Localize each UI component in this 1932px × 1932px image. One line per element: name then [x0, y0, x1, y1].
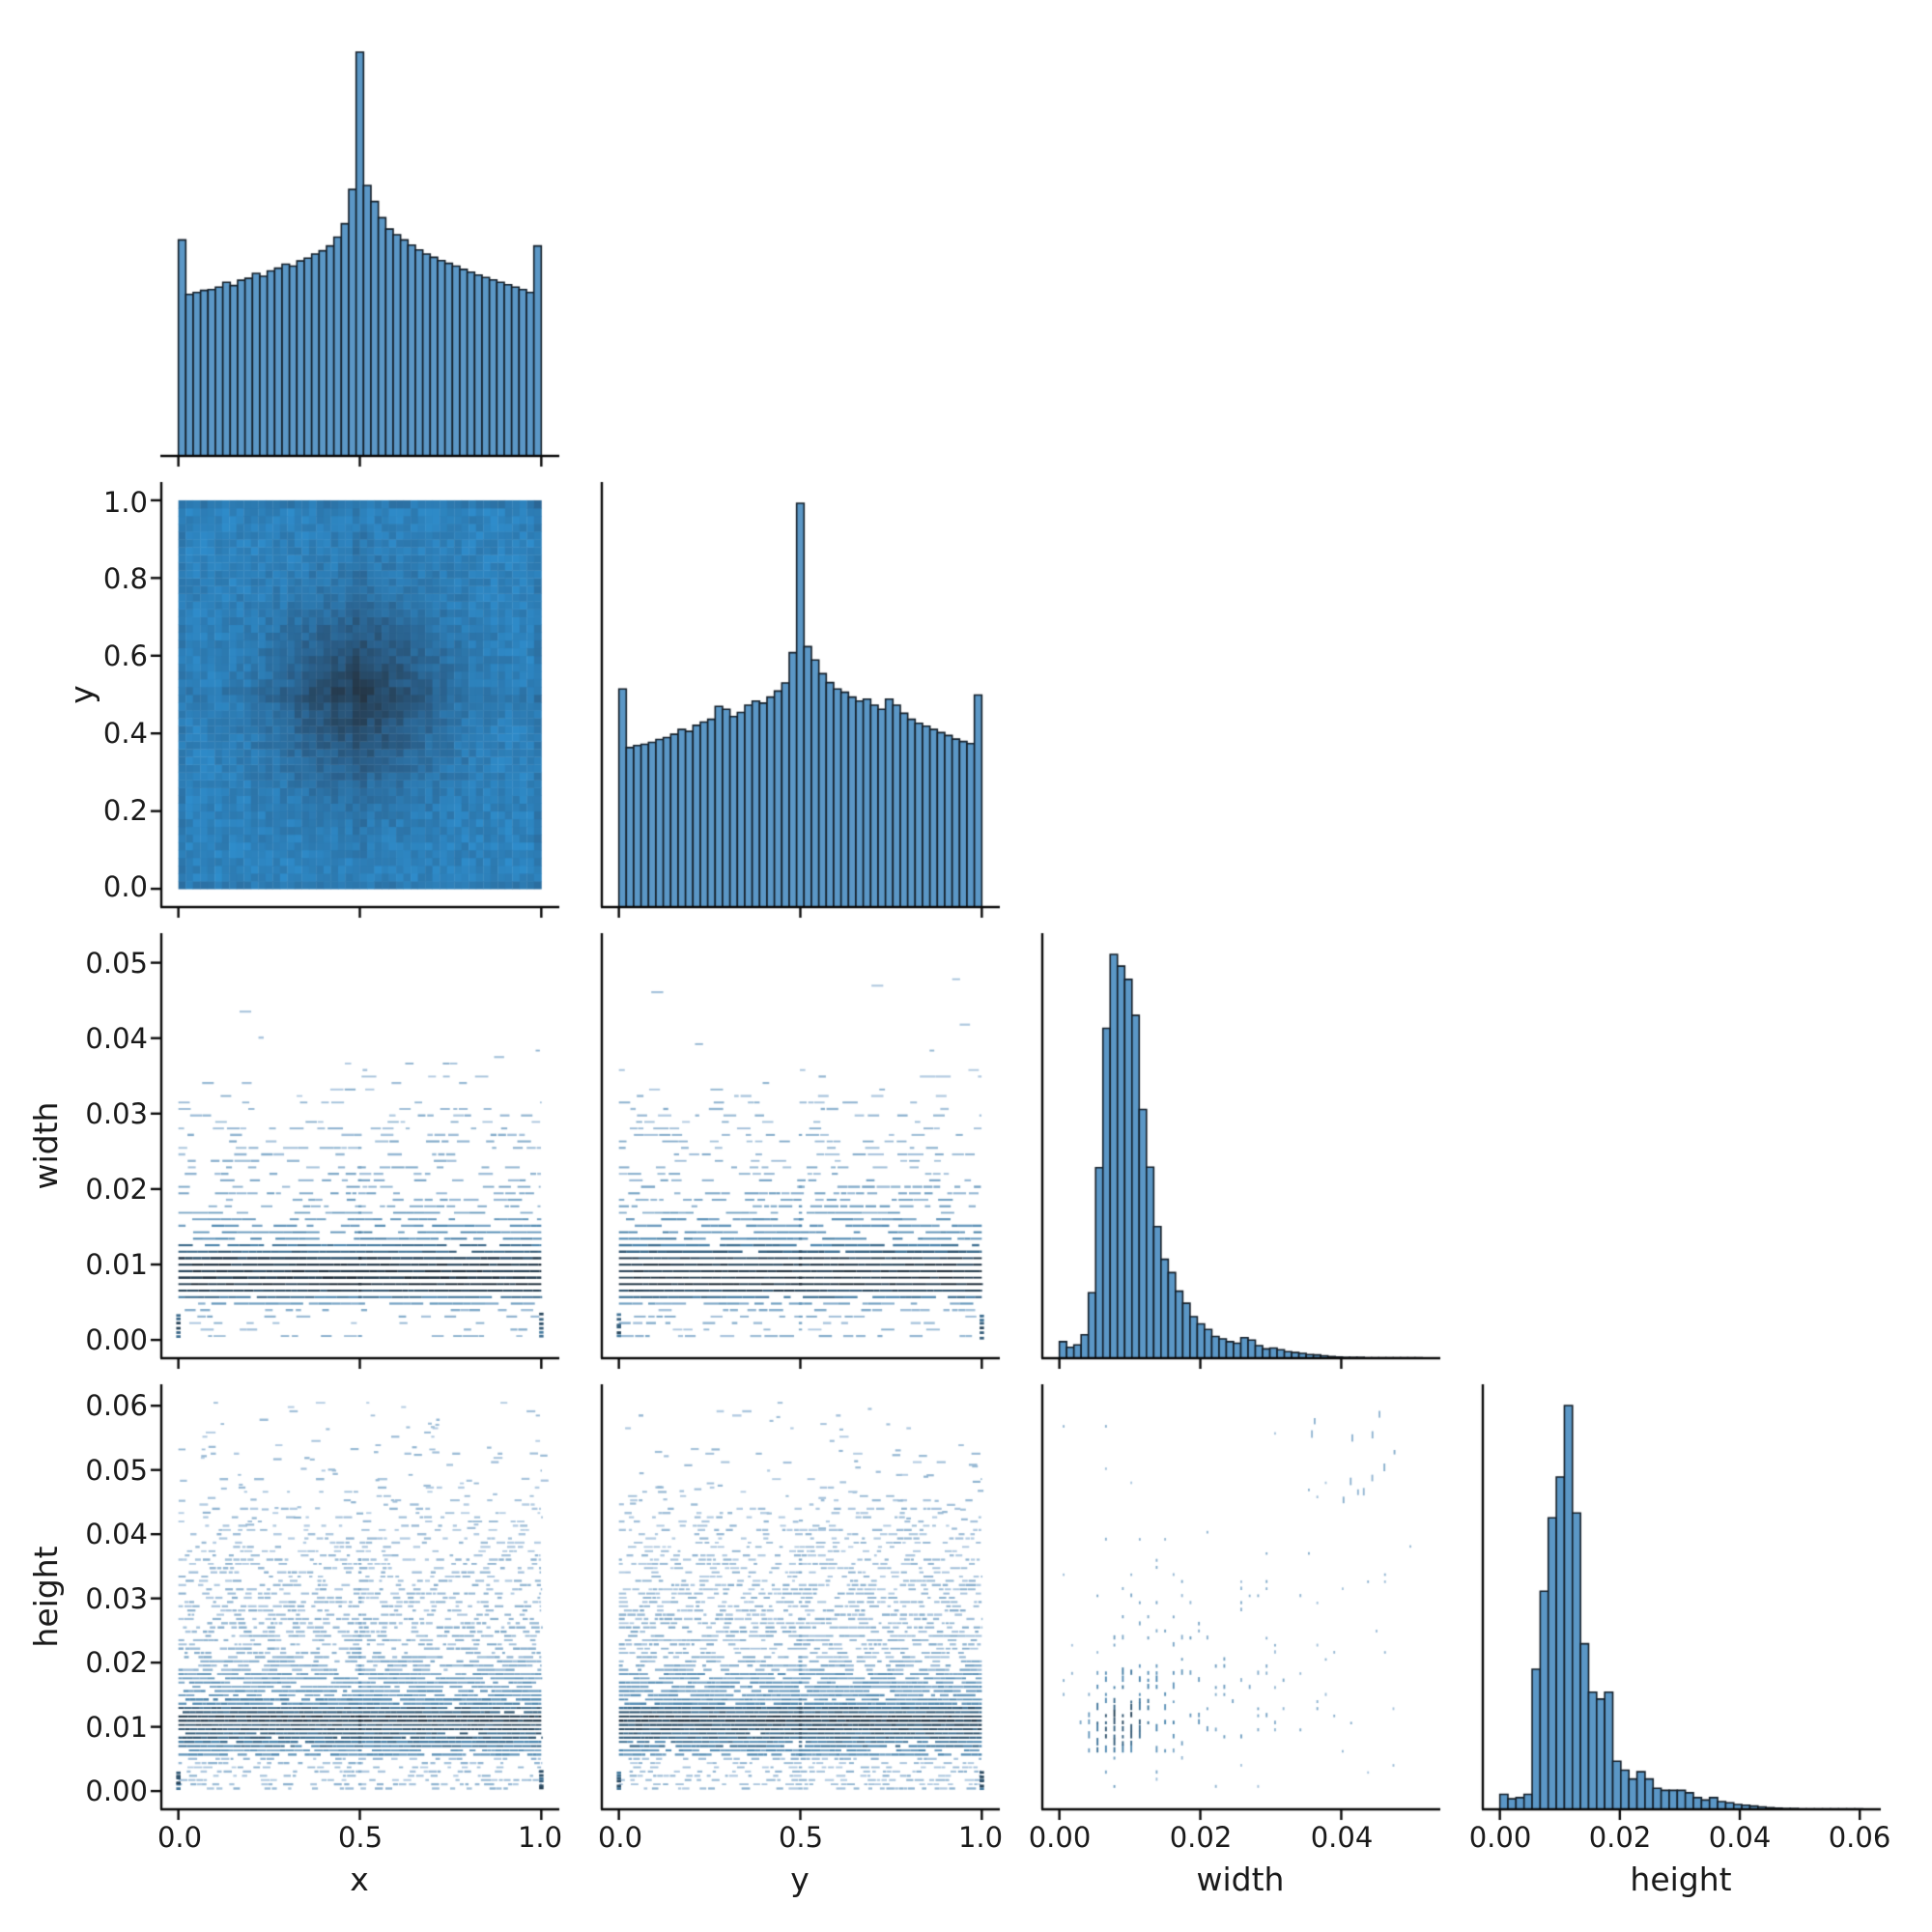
x-axis-tick-label: 0.5	[337, 1821, 384, 1854]
panel-y-height-density	[602, 1384, 999, 1809]
x-axis-tick-label: 0.06	[1828, 1821, 1891, 1854]
x-axis-title-width: width	[1196, 1861, 1285, 1898]
panel-height-histogram	[1483, 1384, 1880, 1809]
panel-xy-density	[161, 482, 558, 907]
x-axis-tick-label: 1.0	[517, 1821, 563, 1854]
y-axis-tick-label: 0.6	[102, 639, 148, 672]
y-axis-tick-label: 0.02	[85, 1646, 148, 1679]
y-axis-title-y: y	[63, 685, 100, 704]
y-axis-tick-label: 0.01	[85, 1711, 148, 1744]
panel-x-width-density	[161, 933, 558, 1358]
panel-x-height-density	[161, 1384, 558, 1809]
y-axis-tick-label: 0.06	[85, 1389, 148, 1422]
y-axis-tick-label: 0.4	[102, 717, 148, 750]
y-axis-tick-label: 0.00	[85, 1775, 148, 1807]
x-axis-tick-label: 0.5	[778, 1821, 824, 1854]
y-axis-tick-label: 0.04	[85, 1518, 148, 1550]
y-axis-tick-label: 0.00	[85, 1323, 148, 1356]
panel-width-height-density	[1042, 1384, 1439, 1809]
x-axis-title-height: height	[1630, 1861, 1732, 1898]
y-axis-tick-label: 0.0	[102, 870, 148, 903]
y-axis-tick-label: 0.8	[102, 562, 148, 595]
y-axis-tick-label: 0.05	[85, 1454, 148, 1487]
y-axis-tick-label: 0.04	[85, 1022, 148, 1055]
x-axis-tick-label: 0.0	[156, 1821, 203, 1854]
panel-x-histogram	[161, 31, 558, 456]
y-axis-title-height: height	[27, 1546, 65, 1648]
x-axis-tick-label: 1.0	[957, 1821, 1004, 1854]
y-axis-tick-label: 0.02	[85, 1173, 148, 1206]
x-axis-tick-label: 0.0	[597, 1821, 643, 1854]
y-axis-tick-label: 1.0	[102, 486, 148, 519]
y-axis-tick-label: 0.01	[85, 1248, 148, 1281]
panel-y-width-density	[602, 933, 999, 1358]
x-axis-tick-label: 0.02	[1169, 1821, 1233, 1854]
x-axis-title-x: x	[350, 1861, 369, 1898]
x-axis-tick-label: 0.00	[1028, 1821, 1092, 1854]
x-axis-tick-label: 0.02	[1588, 1821, 1652, 1854]
panel-width-histogram	[1042, 933, 1439, 1358]
y-axis-tick-label: 0.05	[85, 947, 148, 980]
panel-y-histogram	[602, 482, 999, 907]
y-axis-tick-label: 0.03	[85, 1582, 148, 1615]
x-axis-tick-label: 0.04	[1310, 1821, 1374, 1854]
x-axis-tick-label: 0.00	[1468, 1821, 1532, 1854]
y-axis-tick-label: 0.03	[85, 1097, 148, 1130]
y-axis-tick-label: 0.2	[102, 794, 148, 827]
x-axis-title-y: y	[790, 1861, 810, 1898]
x-axis-tick-label: 0.04	[1708, 1821, 1772, 1854]
y-axis-title-width: width	[27, 1101, 65, 1190]
